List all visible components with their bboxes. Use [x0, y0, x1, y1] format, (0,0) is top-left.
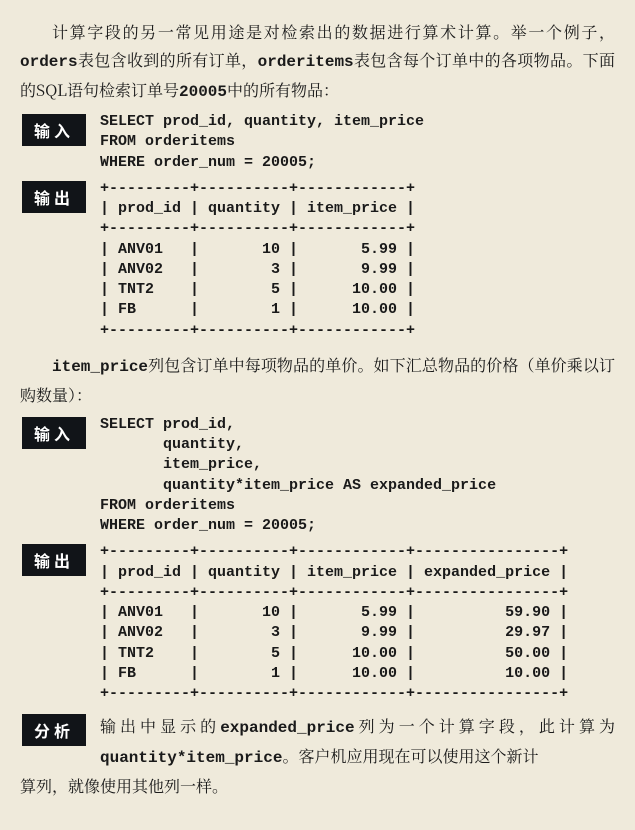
p1-text-a: 计算字段的另一常见用途是对检索出的数据进行算术计算。举一个例子，	[52, 20, 615, 43]
output-label-2: 输出	[22, 544, 86, 576]
analysis-text-b: 列为一个计算字段，此计算为	[355, 714, 615, 737]
output-block-1: 输出 +---------+----------+------------+ |…	[20, 179, 615, 341]
orders-code: orders	[20, 53, 78, 71]
input-label-2: 输入	[22, 417, 86, 449]
output-table-1: +---------+----------+------------+ | pr…	[100, 179, 615, 341]
calc-code: quantity*item_price	[100, 749, 282, 767]
analysis-block: 分析 输出中显示的expanded_price列为一个计算字段，此计算为 quan…	[20, 712, 615, 772]
output-block-2: 输出 +---------+----------+------------+--…	[20, 542, 615, 704]
analysis-label: 分析	[22, 714, 86, 746]
paragraph-2: item_price列包含订单中每项物品的单价。如下汇总物品的价格（单价乘以订购…	[20, 351, 615, 409]
output-table-2: +---------+----------+------------+-----…	[100, 542, 615, 704]
output-label-1: 输出	[22, 181, 86, 213]
analysis-text-a: 输出中显示的	[100, 714, 220, 737]
paragraph-1: 计算字段的另一常见用途是对检索出的数据进行算术计算。举一个例子， orders表包…	[20, 18, 615, 106]
item-price-code: item_price	[52, 358, 148, 376]
analysis-paragraph: 输出中显示的expanded_price列为一个计算字段，此计算为 quantit…	[100, 712, 615, 772]
input-block-2: 输入 SELECT prod_id, quantity, item_price,…	[20, 415, 615, 537]
p1-text-b: 表包含收到的所有订单，	[78, 48, 258, 71]
order-num-code: 20005	[179, 83, 227, 101]
orderitems-code: orderitems	[258, 53, 354, 71]
analysis-text-c: 。客户机应用现在可以使用这个新计	[282, 744, 538, 767]
input-label-1: 输入	[22, 114, 86, 146]
input-block-1: 输入 SELECT prod_id, quantity, item_price …	[20, 112, 615, 173]
analysis-continuation: 算列，就像使用其他列一样。	[20, 772, 615, 800]
sql-code-1: SELECT prod_id, quantity, item_price FRO…	[100, 112, 615, 173]
expanded-price-code: expanded_price	[220, 719, 354, 737]
sql-code-2: SELECT prod_id, quantity, item_price, qu…	[100, 415, 615, 537]
p1-text-d: 中的所有物品：	[227, 78, 339, 101]
